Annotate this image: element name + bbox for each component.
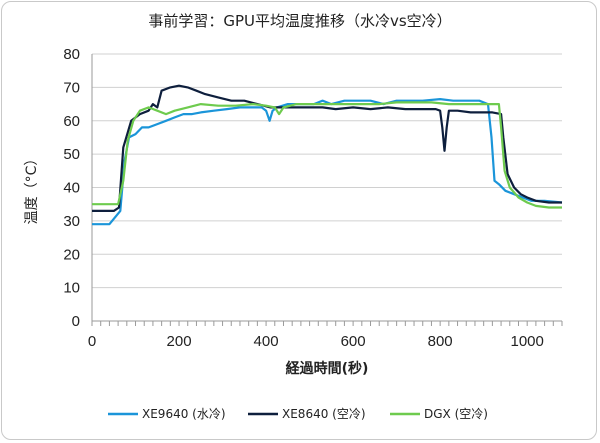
y-tick-label: 20 xyxy=(63,246,80,263)
x-tick-label: 400 xyxy=(254,333,279,350)
legend-label: XE9640 (水冷) xyxy=(142,407,226,421)
x-axis-ticks: 0 200 400 600 800 1000 xyxy=(88,333,544,350)
y-tick-label: 0 xyxy=(72,313,80,330)
y-tick-label: 40 xyxy=(63,180,80,197)
y-tick-label: 70 xyxy=(63,79,80,96)
axes xyxy=(91,54,563,326)
y-tick-label: 80 xyxy=(63,46,80,63)
gridlines xyxy=(92,53,562,289)
series-line-2 xyxy=(92,101,562,209)
series-lines xyxy=(92,84,563,226)
x-tick-label: 600 xyxy=(341,333,366,350)
x-tick-label: 1000 xyxy=(510,333,543,350)
legend-label: XE8640 (空冷) xyxy=(282,407,366,421)
legend: XE9640 (水冷) XE8640 (空冷) DGX (空冷) xyxy=(108,407,488,421)
x-tick-label: 0 xyxy=(88,333,96,350)
legend-label: DGX (空冷) xyxy=(424,407,488,421)
y-tick-label: 50 xyxy=(63,146,80,163)
x-axis-label: 経過時間(秒) xyxy=(286,360,369,377)
chart-title: 事前学習：GPU平均温度推移（水冷vs空冷） xyxy=(148,12,451,30)
y-tick-label: 10 xyxy=(63,280,80,297)
x-tick-label: 200 xyxy=(167,333,192,350)
y-tick-label: 30 xyxy=(63,213,80,230)
y-axis-ticks: 0 10 20 30 40 50 60 70 80 xyxy=(63,46,80,330)
y-axis-label: 温度（°C） xyxy=(24,152,40,225)
y-tick-label: 60 xyxy=(63,113,80,130)
series-line-0 xyxy=(92,98,563,226)
x-tick-label: 800 xyxy=(428,333,453,350)
series-line-1 xyxy=(92,84,562,212)
